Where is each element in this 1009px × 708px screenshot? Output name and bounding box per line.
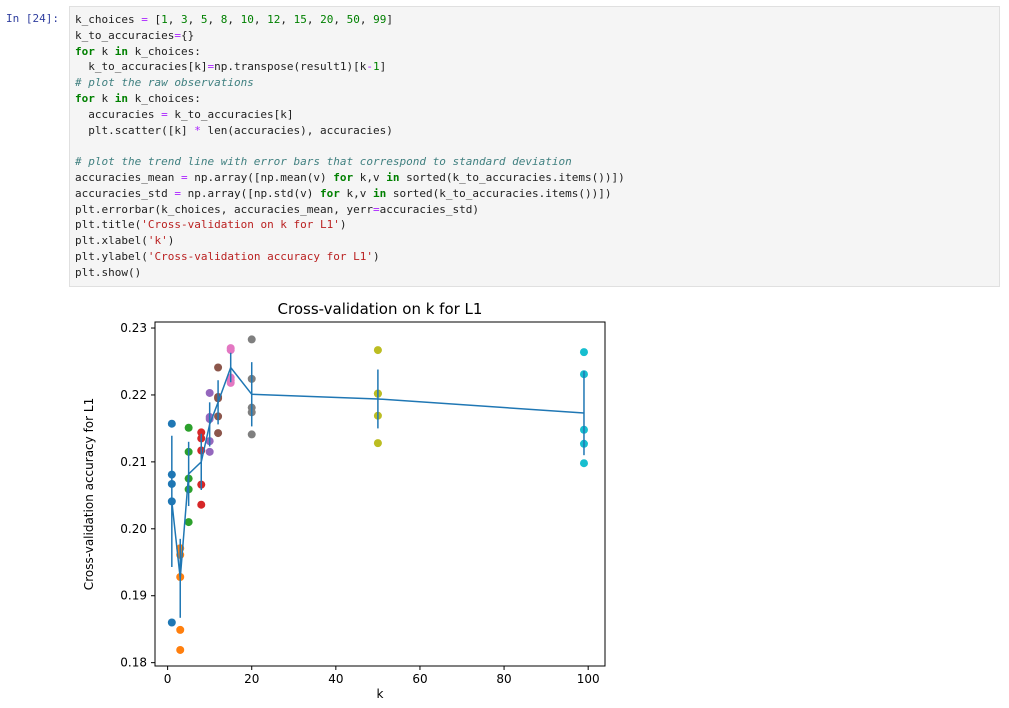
x-axis-label: k bbox=[377, 687, 384, 701]
chart-title: Cross-validation on k for L1 bbox=[278, 300, 483, 318]
code-line: accuracies_std = np.array([np.std(v) for… bbox=[75, 186, 612, 200]
cell-output: Cross-validation on k for L1 0 20 40 60 80 100… bbox=[69, 292, 629, 704]
scatter-point bbox=[176, 625, 185, 634]
code-line: k_to_accuracies[k]=np.transpose(result1)… bbox=[75, 60, 387, 74]
y-tick-label: 0.18 bbox=[120, 656, 147, 670]
scatter-point bbox=[197, 428, 206, 437]
cell-prompt: In [24]: bbox=[6, 12, 59, 25]
x-tick-label: 40 bbox=[328, 672, 343, 686]
scatter-point bbox=[247, 430, 256, 439]
y-axis-label: Cross-validation accuracy for L1 bbox=[82, 398, 96, 590]
x-tick-label: 0 bbox=[164, 672, 172, 686]
code-line: plt.show() bbox=[75, 265, 142, 279]
code-line: # plot the raw observations bbox=[75, 76, 254, 90]
code-line: # plot the trend line with error bars th… bbox=[75, 155, 572, 169]
scatter-point bbox=[205, 447, 214, 456]
code-line: accuracies_mean = np.array([np.mean(v) f… bbox=[75, 170, 625, 184]
code-editor[interactable]: k_choices = [1, 3, 5, 8, 10, 12, 15, 20,… bbox=[75, 12, 625, 281]
code-line: k_to_accuracies={} bbox=[75, 28, 195, 42]
code-cell[interactable]: k_choices = [1, 3, 5, 8, 10, 12, 15, 20,… bbox=[69, 6, 1000, 287]
trend-line bbox=[171, 365, 585, 579]
scatter-point bbox=[226, 378, 235, 387]
scatter-point bbox=[373, 346, 382, 355]
scatter-point bbox=[226, 346, 235, 355]
code-line: plt.xlabel('k') bbox=[75, 234, 175, 248]
y-tick-label: 0.22 bbox=[120, 388, 147, 402]
code-line: plt.errorbar(k_choices, accuracies_mean,… bbox=[75, 202, 479, 216]
scatter-point bbox=[167, 419, 176, 428]
scatter-point bbox=[247, 335, 256, 344]
y-tick-label: 0.20 bbox=[120, 522, 147, 536]
x-tick-label: 80 bbox=[496, 672, 511, 686]
scatter-point bbox=[579, 459, 588, 468]
code-line: k_choices = [1, 3, 5, 8, 10, 12, 15, 20,… bbox=[75, 13, 393, 26]
scatter-point bbox=[176, 645, 185, 654]
x-tick-label: 60 bbox=[412, 672, 427, 686]
code-line: plt.scatter([k] * len(accuracies), accur… bbox=[75, 123, 393, 137]
code-line: ​ bbox=[75, 138, 625, 154]
scatter-point bbox=[205, 388, 214, 397]
scatter-point bbox=[197, 500, 206, 509]
y-tick-label: 0.19 bbox=[120, 589, 147, 603]
code-line: accuracies = k_to_accuracies[k] bbox=[75, 107, 294, 121]
plot-frame bbox=[154, 321, 606, 667]
x-tick-label: 20 bbox=[244, 672, 259, 686]
code-line: plt.title('Cross-validation on k for L1'… bbox=[75, 218, 347, 232]
scatter-point bbox=[184, 423, 193, 432]
y-tick-label: 0.21 bbox=[120, 455, 147, 469]
scatter-point bbox=[579, 348, 588, 357]
scatter-point bbox=[167, 618, 176, 627]
code-line: plt.ylabel('Cross-validation accuracy fo… bbox=[75, 249, 380, 263]
y-tick-label: 0.23 bbox=[120, 321, 147, 335]
scatter-point bbox=[214, 363, 223, 372]
scatter-chart: Cross-validation on k for L1 0 20 40 60 80 100… bbox=[82, 300, 606, 701]
scatter-point bbox=[373, 439, 382, 448]
code-line: for k in k_choices: bbox=[75, 91, 201, 105]
scatter-point bbox=[184, 518, 193, 527]
x-tick-label: 100 bbox=[577, 672, 600, 686]
code-line: for k in k_choices: bbox=[75, 44, 201, 58]
scatter-point bbox=[214, 429, 223, 438]
